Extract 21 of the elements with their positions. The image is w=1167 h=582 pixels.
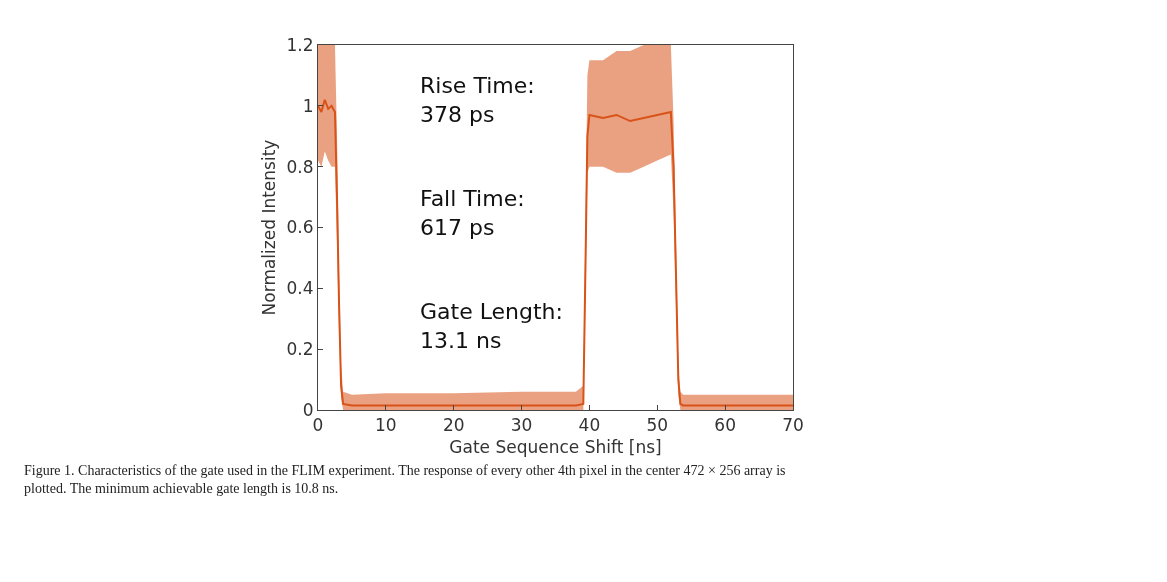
x-tick-label: 10: [375, 415, 397, 436]
y-tick-label: 0: [302, 399, 314, 420]
annotation: Rise Time: 378 ps: [420, 73, 535, 127]
line-series: [318, 98, 793, 407]
annotation: Gate Length: 13.1 ns: [420, 299, 563, 353]
x-axis-title: Gate Sequence Shift [ns]: [449, 436, 662, 457]
y-tick-label: 1: [302, 95, 314, 116]
x-tick-label: 20: [442, 415, 465, 436]
y-tick-label: 1.2: [286, 34, 314, 55]
x-tick-label: 50: [646, 415, 669, 436]
y-tick-label: 0.4: [286, 278, 314, 299]
y-tick-label: 0.2: [286, 339, 314, 360]
x-tick-label: 70: [782, 415, 804, 436]
caption: Figure 1. Characteristics of the gate used in the FLIM experiment. The response of every other 4th pixel in the center 472 × 256 array is plotted. The minimum achievable gate length is 10.8 ns.: [24, 463, 786, 497]
annotation: Fall Time: 617 ps: [420, 186, 525, 240]
y-tick-label: 0.8: [286, 156, 314, 177]
x-tick-label: 40: [578, 415, 601, 436]
y-axis-title: Normalized Intensity: [259, 139, 280, 316]
y-tick-label: 0.6: [286, 217, 314, 238]
x-tick-label: 60: [714, 415, 736, 436]
x-tick-label: 30: [510, 415, 533, 436]
